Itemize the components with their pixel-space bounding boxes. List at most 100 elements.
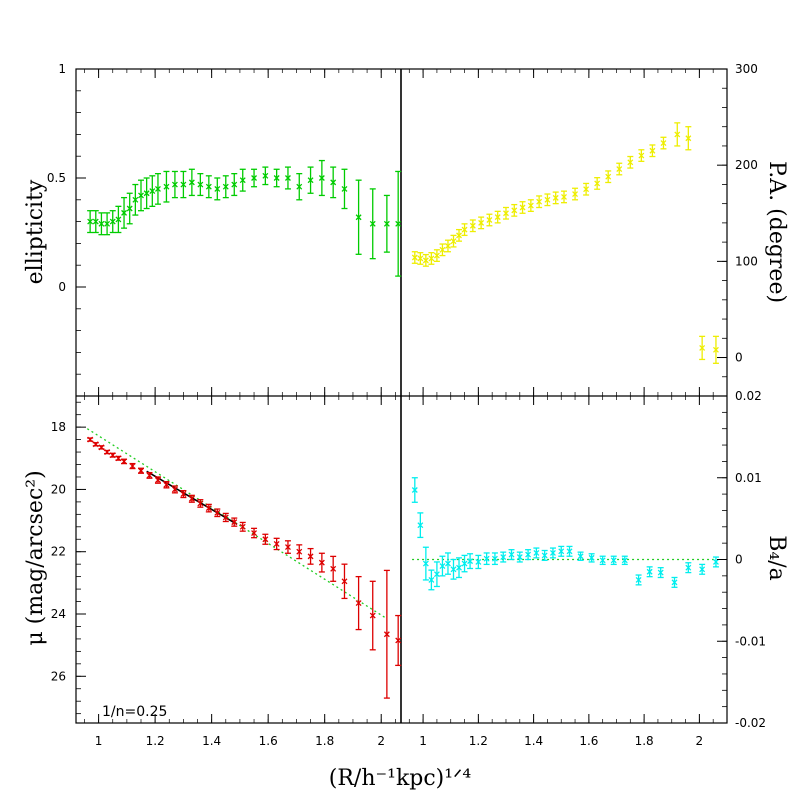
ellipticity-marker	[296, 183, 303, 190]
position-angle-point	[605, 170, 612, 184]
ellipticity-marker	[341, 185, 348, 192]
surface-brightness-point	[154, 476, 161, 484]
position-angle-point	[627, 155, 634, 169]
ellipticity-point	[222, 175, 229, 199]
position-angle-marker	[616, 166, 623, 172]
position-angle-point	[674, 122, 681, 147]
b4-a-point	[699, 563, 706, 575]
surface-brightness-point	[330, 555, 337, 582]
surface-brightness-point	[296, 544, 303, 560]
position-angle-point	[699, 335, 706, 361]
ellipticity-marker	[121, 209, 128, 216]
position-angle-marker	[494, 214, 501, 221]
position-angle-point	[519, 201, 526, 214]
surface-brightness-ytick-label: 26	[51, 669, 66, 683]
surface-brightness-marker	[395, 637, 402, 644]
b4-a-marker	[461, 560, 468, 567]
position-angle-point	[433, 249, 440, 263]
b4-a-marker	[685, 564, 692, 571]
b4-a-point	[588, 553, 595, 563]
b4-a-ytick-label: 0	[735, 553, 743, 567]
ellipticity-marker	[355, 214, 362, 221]
surface-brightness-point	[171, 485, 178, 494]
surface-brightness-marker	[273, 540, 280, 547]
surface-brightness-point	[262, 533, 269, 545]
position-angle-ytick-label: 200	[735, 158, 758, 172]
ellipticity-point	[126, 192, 133, 225]
ellipticity-point	[307, 166, 314, 194]
surface-brightness-marker	[355, 600, 362, 607]
surface-brightness-point	[341, 563, 348, 600]
position-angle-point	[638, 149, 645, 162]
position-angle-marker	[712, 346, 719, 353]
b4-a-marker	[450, 566, 457, 573]
ellipticity-marker	[143, 190, 150, 197]
position-angle-marker	[638, 152, 645, 159]
surface-brightness-point	[104, 449, 111, 456]
surface-brightness-marker	[163, 481, 170, 488]
ellipticity-point	[262, 166, 269, 186]
surface-brightness-point	[369, 580, 376, 651]
ellipticity-marker	[369, 220, 376, 227]
b4-a-marker	[433, 571, 440, 578]
b4-a-point	[621, 555, 628, 566]
b4-a-point	[483, 552, 490, 566]
position-angle-point	[450, 234, 457, 248]
ellipticity-marker	[251, 175, 258, 181]
ellipticity-marker	[205, 183, 212, 190]
ellipticity-marker	[126, 205, 133, 212]
position-angle-point	[411, 251, 418, 264]
ellipticity-point	[318, 159, 325, 197]
surface-brightness-marker	[92, 441, 99, 448]
surface-brightness-marker	[115, 455, 122, 462]
b4-a-point	[456, 557, 463, 579]
surface-brightness-point	[355, 575, 362, 631]
ellipticity-point	[369, 188, 376, 260]
surface-brightness-xtick-label: 1.6	[259, 734, 278, 748]
b4-a-marker	[456, 564, 462, 571]
b4-a-point	[475, 554, 482, 570]
ellipticity-point	[231, 172, 238, 197]
ellipticity-marker	[214, 185, 221, 192]
ellipticity-point	[395, 170, 402, 277]
surface-brightness-point	[222, 512, 229, 523]
y-axis-title-surface-brightness: μ (mag/arcsec²)	[23, 470, 48, 645]
ellipticity-marker	[104, 220, 111, 227]
surface-brightness-ytick-label: 20	[51, 482, 66, 496]
b4-a-marker	[417, 522, 424, 529]
surface-brightness-point	[395, 614, 402, 667]
b4-a-point	[646, 566, 653, 578]
b4-a-point	[533, 547, 540, 559]
ellipticity-marker	[383, 220, 390, 227]
position-angle-point	[511, 203, 518, 217]
ellipticity-point	[188, 168, 195, 197]
ellipticity-point	[121, 196, 128, 229]
surface-brightness-marker	[104, 449, 111, 456]
b4-a-ytick-label: 0.01	[735, 471, 762, 485]
position-angle-point	[478, 216, 485, 230]
b4-a-ytick-label: -0.01	[735, 634, 766, 648]
panel-frames	[75, 68, 728, 724]
ellipticity-point	[171, 170, 178, 199]
b4-a-marker	[610, 557, 617, 564]
b4-a-marker	[475, 558, 482, 565]
surface-brightness-marker	[214, 509, 221, 516]
position-angle-ytick-label: 100	[735, 254, 758, 268]
position-angle-point	[422, 253, 429, 267]
b4-a-point	[657, 567, 664, 579]
b4-a-xtick-label: 1.8	[635, 734, 654, 748]
surface-brightness-point	[239, 521, 246, 532]
ellipticity-marker	[197, 181, 204, 188]
position-angle-point	[594, 177, 601, 190]
ellipticity-marker	[87, 218, 94, 225]
surface-brightness-marker	[121, 458, 128, 465]
position-angle-marker	[450, 238, 457, 245]
b4-a-marker	[577, 553, 584, 560]
ellipticity-point	[197, 172, 204, 197]
b4-a-point	[525, 549, 532, 561]
position-angle-marker	[422, 257, 429, 264]
position-angle-point	[461, 223, 468, 237]
ellipticity-marker	[273, 175, 280, 181]
b4-a-point	[467, 553, 474, 570]
surface-brightness-marker	[231, 519, 238, 526]
